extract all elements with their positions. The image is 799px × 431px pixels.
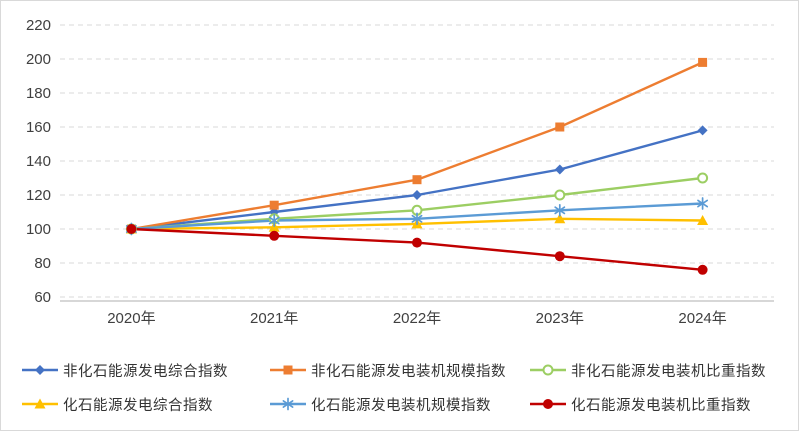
- x-axis-label: 2024年: [678, 310, 726, 327]
- series-marker: [697, 125, 708, 136]
- series-line: [130, 61, 704, 231]
- series-marker: [126, 224, 137, 234]
- y-axis-label: 180: [26, 85, 51, 102]
- series-marker: [554, 189, 566, 201]
- legend-row: 非化石能源发电综合指数 非化石能源发电装机规模指数 非化石能源发电装机比重指数: [1, 353, 798, 387]
- series-marker: [554, 251, 565, 262]
- y-axis-label: 160: [26, 119, 51, 136]
- series-marker: [282, 400, 294, 408]
- legend-marker-icon: [530, 364, 566, 376]
- legend-marker-icon: [22, 398, 58, 409]
- y-axis-label: 200: [26, 51, 51, 68]
- series-marker: [412, 237, 422, 248]
- plot-area: 220 200 180 160 140 120 100 80 60 2020年 2021年 2022年…: [26, 17, 774, 327]
- legend-row: 化石能源发电综合指数 化石能源发电装机规模指数 化石能源发电装机比重指数: [1, 387, 798, 421]
- legend-marker-icon: [22, 365, 58, 375]
- series-marker: [542, 364, 554, 376]
- y-axis-label: 140: [26, 153, 51, 170]
- legend-item-label: 化石能源发电装机规模指数: [311, 397, 491, 414]
- y-axis-label: 60: [34, 289, 51, 306]
- x-axis-label: 2023年: [536, 310, 584, 327]
- chart-legend: 非化石能源发电综合指数 非化石能源发电装机规模指数 非化石能源发电装机比重指数 化石能…: [1, 353, 798, 421]
- x-axis-label: 2020年: [107, 310, 155, 327]
- legend-item-label: 化石能源发电装机比重指数: [571, 397, 751, 414]
- series-marker: [554, 206, 566, 215]
- series-marker: [543, 399, 553, 409]
- legend-item: 非化石能源发电装机比重指数: [529, 360, 798, 381]
- legend-item: 非化石能源发电综合指数: [21, 360, 269, 381]
- x-axis-label: 2021年: [250, 310, 298, 327]
- legend-item-label: 非化石能源发电装机规模指数: [311, 363, 506, 380]
- series-line: [130, 227, 704, 271]
- series-marker: [697, 199, 709, 208]
- series-marker: [269, 230, 280, 241]
- legend-item: 化石能源发电装机规模指数: [269, 394, 529, 415]
- legend-marker-icon: [270, 397, 306, 411]
- legend-marker-icon: [530, 399, 566, 409]
- series-marker: [412, 190, 422, 200]
- series-marker: [697, 264, 708, 275]
- series-marker: [268, 216, 280, 225]
- series-marker: [411, 214, 423, 223]
- legend-item-label: 非化石能源发电综合指数: [63, 363, 228, 380]
- series-marker: [269, 200, 279, 210]
- series-marker: [555, 122, 565, 132]
- series-marker: [412, 175, 422, 185]
- legend-item: 化石能源发电综合指数: [21, 394, 269, 415]
- series-marker: [34, 398, 46, 409]
- legend-item: 化石能源发电装机比重指数: [529, 394, 798, 415]
- series-marker: [697, 172, 709, 184]
- y-axis-label: 220: [26, 17, 51, 34]
- series-marker: [35, 365, 45, 375]
- legend-item-label: 非化石能源发电装机比重指数: [571, 363, 766, 380]
- series-marker: [697, 215, 709, 225]
- legend-item: 非化石能源发电装机规模指数: [269, 360, 529, 381]
- series-marker: [554, 164, 565, 175]
- series-marker: [283, 365, 293, 375]
- legend-item-label: 化石能源发电综合指数: [63, 397, 213, 414]
- y-axis-label: 80: [34, 255, 51, 272]
- series-marker: [698, 57, 708, 67]
- y-axis-label: 120: [26, 187, 51, 204]
- y-axis-label: 100: [26, 221, 51, 238]
- legend-marker-icon: [270, 365, 306, 375]
- x-axis-label: 2022年: [393, 310, 441, 327]
- series-marker: [554, 213, 566, 224]
